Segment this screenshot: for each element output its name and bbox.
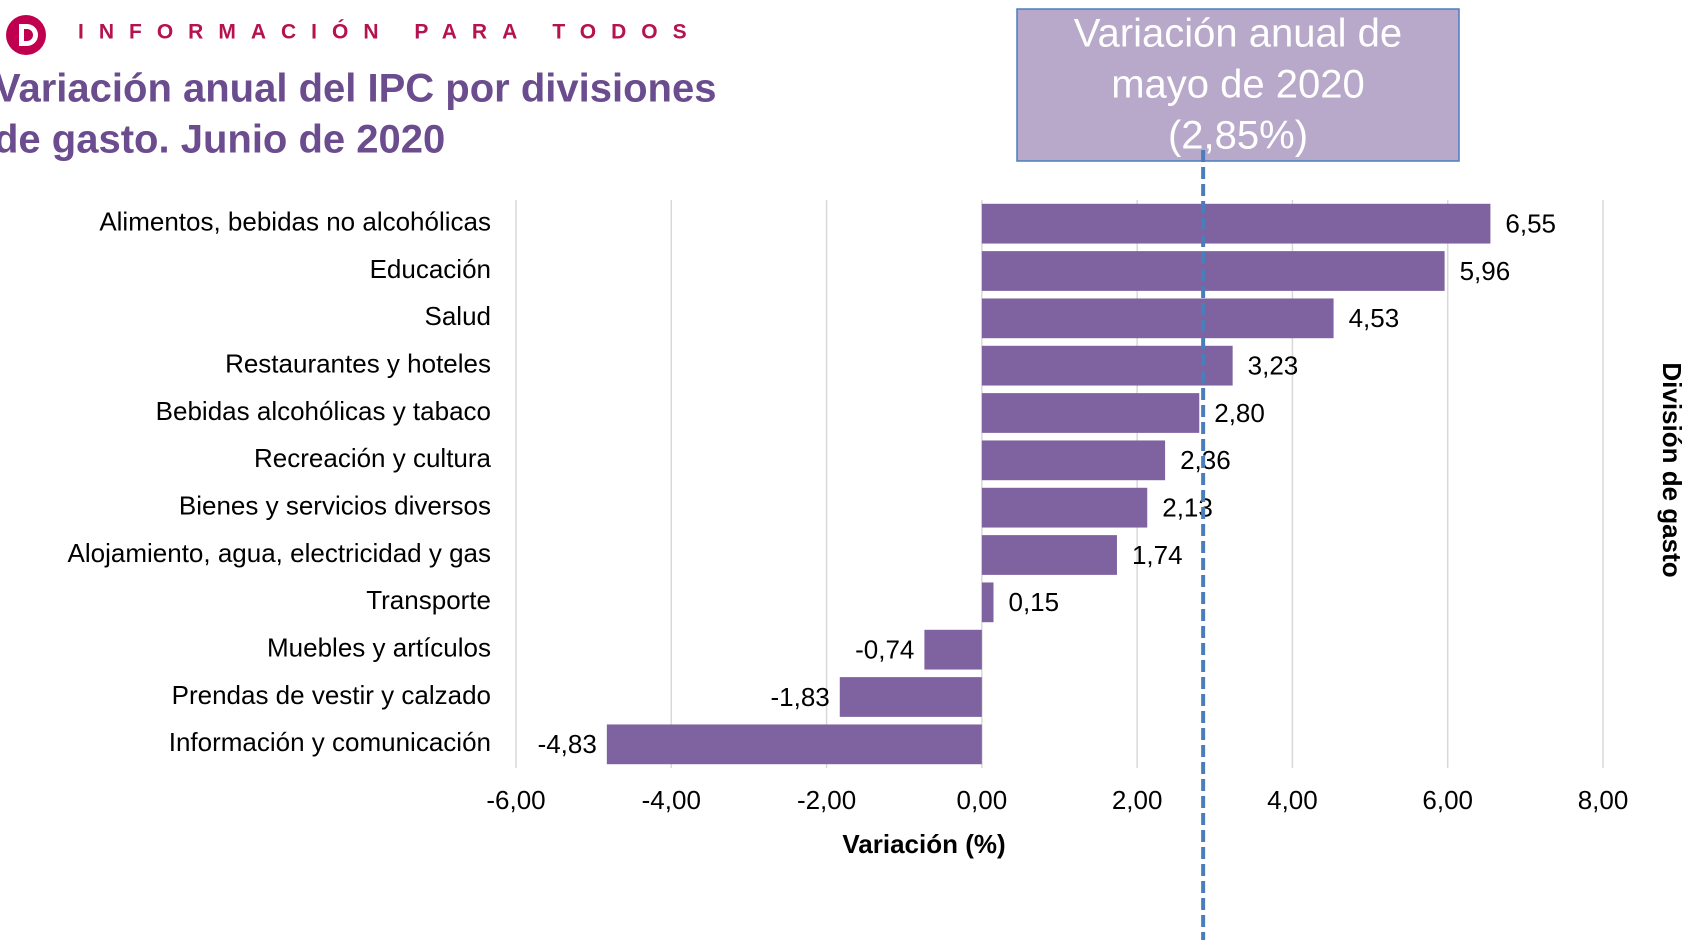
bar — [981, 345, 1233, 386]
bar — [981, 298, 1334, 339]
y-tick-label: Alojamiento, agua, electricidad y gas — [68, 538, 491, 568]
value-label: 6,55 — [1505, 209, 1556, 239]
annotation-text: Variación anual de — [1074, 12, 1402, 56]
bar — [981, 440, 1166, 481]
value-label: 4,53 — [1349, 303, 1400, 333]
annotation-text: (2,85%) — [1168, 114, 1308, 158]
bar — [981, 535, 1117, 575]
bar — [981, 203, 1491, 244]
value-label: 0,15 — [1009, 587, 1060, 617]
x-tick-label: -6,00 — [486, 785, 545, 815]
x-tick-label: -4,00 — [642, 785, 701, 815]
chart-title: Variación anual del IPC por divisiones — [0, 67, 716, 111]
bar — [924, 629, 982, 670]
value-label: 2,13 — [1162, 493, 1213, 523]
bar — [839, 677, 982, 717]
logo — [6, 15, 46, 55]
y-tick-label: Prendas de vestir y calzado — [172, 680, 491, 710]
x-tick-label: 2,00 — [1112, 785, 1163, 815]
chart-title: de gasto. Junio de 2020 — [0, 118, 445, 162]
header: INFORMACIÓN PARA TODOS — [78, 20, 702, 44]
value-label: 5,96 — [1460, 256, 1511, 286]
y-tick-label: Restaurantes y hoteles — [225, 349, 491, 379]
bar — [981, 251, 1445, 291]
x-tick-label: -2,00 — [797, 785, 856, 815]
y-axis-label: División de gasto — [1657, 362, 1687, 577]
y-tick-label: Transporte — [366, 585, 491, 615]
x-tick-label: 6,00 — [1422, 785, 1473, 815]
value-label: -1,83 — [771, 682, 830, 712]
y-tick-label: Salud — [425, 301, 492, 331]
y-tick-label: Alimentos, bebidas no alcohólicas — [99, 207, 491, 237]
logo-letter — [19, 24, 38, 46]
value-label: 3,23 — [1248, 351, 1299, 381]
x-tick-label: 0,00 — [957, 785, 1008, 815]
value-label: 1,74 — [1132, 540, 1183, 570]
y-tick-label: Bebidas alcohólicas y tabaco — [156, 396, 491, 426]
bar — [981, 393, 1200, 433]
x-axis-label: Variación (%) — [842, 829, 1005, 859]
y-tick-label: Información y comunicación — [169, 727, 491, 757]
value-label: -0,74 — [855, 635, 914, 665]
bar — [981, 582, 994, 623]
bar — [981, 487, 1148, 528]
x-tick-label: 4,00 — [1267, 785, 1318, 815]
y-tick-label: Recreación y cultura — [254, 443, 492, 473]
value-label: 2,80 — [1214, 398, 1265, 428]
bar — [606, 724, 982, 765]
y-tick-label: Educación — [370, 254, 491, 284]
value-label: 2,36 — [1180, 445, 1231, 475]
y-tick-label: Muebles y artículos — [267, 633, 491, 663]
x-tick-label: 8,00 — [1578, 785, 1629, 815]
annotation-text: mayo de 2020 — [1111, 63, 1365, 107]
value-label: -4,83 — [538, 729, 597, 759]
annotation-box — [1016, 8, 1460, 162]
y-tick-label: Bienes y servicios diversos — [179, 491, 491, 521]
